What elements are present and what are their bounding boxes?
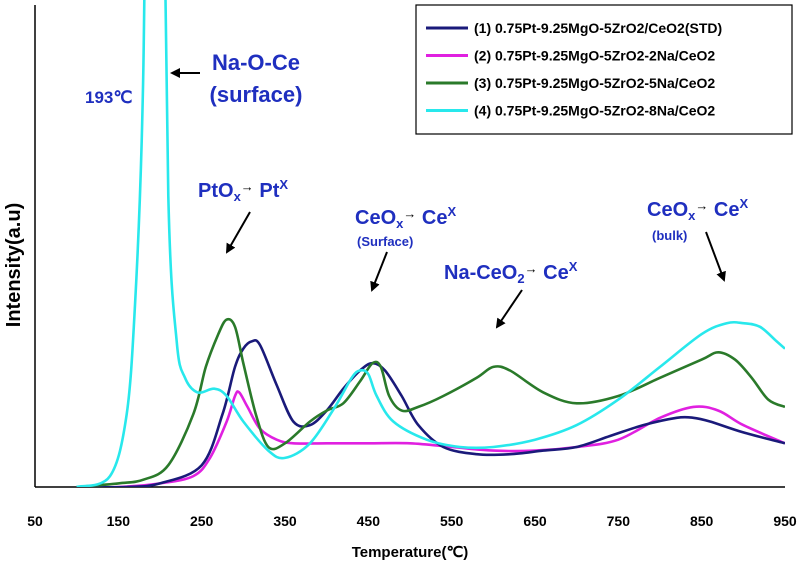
ceox-s-arrow: → <box>403 206 416 221</box>
x-tick-label: 450 <box>357 513 381 529</box>
series-line-2 <box>76 390 785 487</box>
ceox-s-sub: x <box>396 216 404 231</box>
annotation-ptox: PtOx→ PtX <box>198 177 288 204</box>
x-tick-label: 650 <box>523 513 547 529</box>
x-tick-label: 150 <box>107 513 131 529</box>
ceox-b-arrow: → <box>695 198 708 213</box>
x-tick-labels: 50 150 250 350 450 550 650 750 850 950 <box>27 513 797 529</box>
cex-b-sup: X <box>739 196 748 211</box>
ptox-sub: x <box>234 189 242 204</box>
x-tick-label: 50 <box>27 513 43 529</box>
ceox-b-sub: x <box>688 208 696 223</box>
na-ceo2-main: Na-CeO <box>444 262 517 284</box>
annotation-ceox-surface: CeOx→ CeX <box>355 204 456 231</box>
legend-box <box>415 4 793 135</box>
annotation-193c: 193℃ <box>85 88 132 107</box>
na-cex-main: Ce <box>538 262 569 284</box>
series-line-4 <box>76 0 785 487</box>
y-axis-title: Intensity(a.u) <box>3 203 25 327</box>
annotation-na-ceo2: Na-CeO2→ CeX <box>444 259 578 286</box>
annotations: 193℃ Na-O-Ce (surface) PtOx→ PtX CeOx→ C… <box>85 50 748 329</box>
ptox-main: PtO <box>198 180 234 202</box>
annotation-surface-note: (Surface) <box>357 234 413 249</box>
cex-s-sup: X <box>447 204 456 219</box>
x-tick-label: 250 <box>190 513 214 529</box>
legend-label: (4) 0.75Pt-9.25MgO-5ZrO2-8Na/CeO2 <box>474 103 715 119</box>
ptox-arrow: → <box>241 179 254 194</box>
legend-label: (2) 0.75Pt-9.25MgO-5ZrO2-2Na/CeO2 <box>474 48 715 64</box>
series-line-1 <box>76 338 785 487</box>
ptx-main: Pt <box>254 180 280 202</box>
cex-s-main: Ce <box>416 207 447 229</box>
cex-b-main: Ce <box>708 199 739 221</box>
na-ceo2-arrow: → <box>525 261 538 276</box>
x-tick-label: 950 <box>773 513 797 529</box>
annotation-na-o-ce-surface: (surface) <box>210 82 303 107</box>
annotation-bulk-note: (bulk) <box>652 228 687 243</box>
arrow-na-ceo2 <box>495 289 523 329</box>
ptx-sup: X <box>279 177 288 192</box>
na-cex-sup: X <box>569 259 578 274</box>
x-tick-label: 550 <box>440 513 464 529</box>
x-axis-title: Temperature(℃) <box>352 544 469 561</box>
annotation-ceox-bulk: CeOx→ CeX <box>647 196 748 223</box>
legend-label: (1) 0.75Pt-9.25MgO-5ZrO2/CeO2(STD) <box>474 20 722 36</box>
series-layer <box>76 0 785 487</box>
series-line-3 <box>76 317 785 487</box>
x-tick-label: 350 <box>273 513 297 529</box>
x-tick-label: 850 <box>690 513 714 529</box>
x-tick-label: 750 <box>607 513 631 529</box>
legend: (1) 0.75Pt-9.25MgO-5ZrO2/CeO2(STD) (2) 0.… <box>415 4 793 135</box>
ceox-b-main: CeO <box>647 199 688 221</box>
annotation-na-o-ce: Na-O-Ce <box>212 50 300 75</box>
arrow-ceox-surface <box>370 251 388 292</box>
arrow-ptox <box>226 211 251 254</box>
na-ceo2-sub: 2 <box>517 271 524 286</box>
arrow-ceox-bulk <box>705 231 726 282</box>
legend-label: (3) 0.75Pt-9.25MgO-5ZrO2-5Na/CeO2 <box>474 75 715 91</box>
ceox-s-main: CeO <box>355 207 396 229</box>
